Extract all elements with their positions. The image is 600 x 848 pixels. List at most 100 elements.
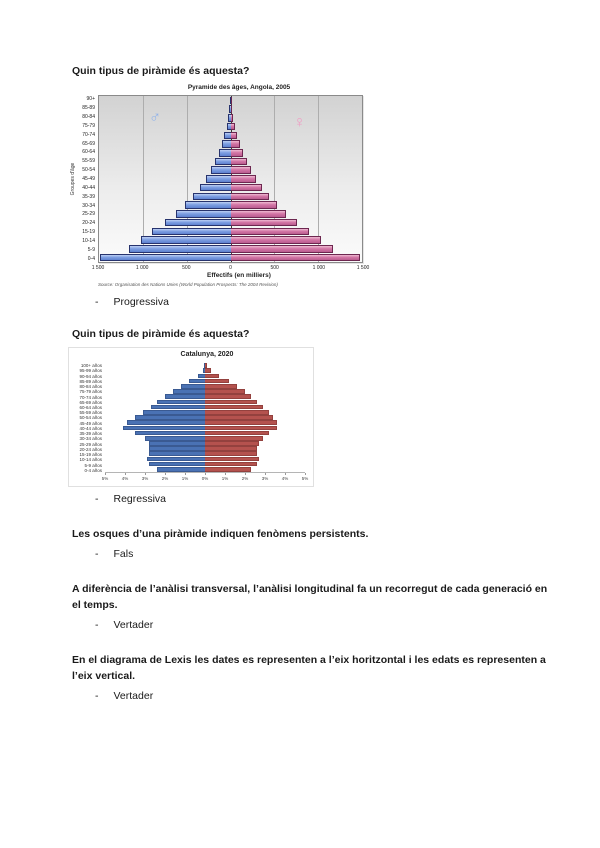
age-group-label: 10-14 xyxy=(82,237,95,244)
answer-2-label: Regressiva xyxy=(113,493,167,505)
female-half xyxy=(205,467,305,472)
pyramid-row xyxy=(99,218,362,227)
pyramid-row xyxy=(105,441,305,446)
male-bar xyxy=(221,140,231,148)
x-tick-label: 1% xyxy=(181,476,189,481)
female-half xyxy=(205,451,305,457)
catalunya-plot-area xyxy=(105,363,305,473)
age-group-label: 70-74 años xyxy=(79,394,102,400)
male-bar xyxy=(218,149,231,157)
angola-y-axis-label: Groupes d'âge xyxy=(70,162,76,196)
catalunya-chart-body: 100+ años 95-99 años 90-94 años 85-89 años 8… xyxy=(73,363,309,473)
male-half xyxy=(99,175,231,184)
female-bar xyxy=(205,441,259,446)
male-half xyxy=(105,430,205,436)
male-bar xyxy=(152,227,231,236)
male-bar xyxy=(181,384,205,389)
age-group-label: 85-89 años xyxy=(79,378,102,384)
female-half xyxy=(230,210,363,219)
female-bar xyxy=(205,389,245,394)
pyramid-row xyxy=(105,430,305,436)
female-bar xyxy=(230,236,321,244)
age-group-label: 85-89 xyxy=(82,105,95,112)
angola-source-note: Source: Organisation des Nations Unies (… xyxy=(98,282,278,287)
male-half xyxy=(105,389,205,394)
male-bar xyxy=(149,441,205,446)
male-bar xyxy=(184,201,231,209)
pyramid-row xyxy=(105,435,305,441)
pyramid-row xyxy=(105,378,305,384)
pyramid-row xyxy=(105,363,305,368)
male-half xyxy=(99,236,231,245)
male-half xyxy=(99,157,231,166)
male-bar xyxy=(204,363,205,368)
female-half xyxy=(205,415,305,420)
age-group-label: 80-84 años xyxy=(79,384,102,390)
age-group-label: 30-34 xyxy=(82,202,95,209)
female-half xyxy=(230,201,363,210)
pyramid-row xyxy=(99,157,362,166)
male-bar xyxy=(149,461,205,467)
male-half xyxy=(99,183,231,192)
statement-3: En el diagrama de Lexis les dates es rep… xyxy=(72,654,546,682)
male-half xyxy=(105,467,205,472)
male-half xyxy=(105,409,205,415)
angola-chart-body: Groupes d'âge 90+ 85-89 80-84 75-79 70-74 65-… xyxy=(70,95,380,263)
bullet-dash: - xyxy=(95,690,99,702)
age-group-label: 0-4 xyxy=(87,255,95,262)
female-half xyxy=(205,404,305,410)
age-group-label: 65-69 xyxy=(82,140,95,147)
female-bar xyxy=(205,368,211,374)
female-bar xyxy=(230,245,334,253)
pyramid-row xyxy=(99,140,362,149)
gridline xyxy=(318,96,320,262)
male-half xyxy=(99,122,231,131)
x-tick-label: 0% xyxy=(201,476,209,481)
female-bar xyxy=(230,210,286,218)
pyramid-row xyxy=(105,389,305,394)
female-half xyxy=(230,105,363,114)
male-bar xyxy=(224,131,231,140)
female-half xyxy=(205,435,305,441)
female-bar xyxy=(230,96,232,105)
female-bar xyxy=(230,157,247,166)
age-group-label: 65-69 años xyxy=(79,399,102,405)
male-bar xyxy=(123,425,205,431)
male-half xyxy=(99,253,231,262)
x-tick-label: 500 xyxy=(270,265,279,271)
male-bar xyxy=(135,415,205,420)
x-tick-label: 1 000 xyxy=(135,265,149,271)
male-half xyxy=(105,399,205,405)
male-half xyxy=(99,218,231,227)
male-half xyxy=(105,368,205,374)
angola-x-axis: 1 500 1 000 500 0 500 1 000 1 500 xyxy=(92,263,370,272)
male-bar xyxy=(135,430,205,436)
female-half xyxy=(230,244,363,253)
male-bar xyxy=(127,420,205,425)
pyramid-row xyxy=(105,409,305,415)
x-tick-label: 0 xyxy=(229,265,232,271)
female-half xyxy=(205,420,305,425)
male-half xyxy=(99,192,231,201)
age-group-label: 70-74 xyxy=(82,131,95,138)
x-tick-label: 2% xyxy=(241,476,249,481)
male-bar xyxy=(210,166,231,174)
x-tickmark xyxy=(205,473,206,475)
x-tick-label: 2% xyxy=(161,476,169,481)
male-half xyxy=(99,166,231,175)
answer-5: - Vertader xyxy=(72,689,572,703)
age-group-label: 5-9 años xyxy=(84,462,102,468)
pyramid-row xyxy=(99,122,362,131)
female-bar xyxy=(230,192,270,201)
female-half xyxy=(230,122,363,131)
female-half xyxy=(205,368,305,374)
female-half xyxy=(230,227,363,236)
pyramid-row xyxy=(99,148,362,157)
answer-4-label: Vertader xyxy=(113,619,154,631)
age-group-label: 90-94 años xyxy=(79,373,102,379)
female-bar xyxy=(205,409,269,415)
female-half xyxy=(205,425,305,431)
age-group-label: 30-34 años xyxy=(79,436,102,442)
age-group-label: 75-79 años xyxy=(79,389,102,395)
age-group-label: 90+ xyxy=(86,96,95,103)
